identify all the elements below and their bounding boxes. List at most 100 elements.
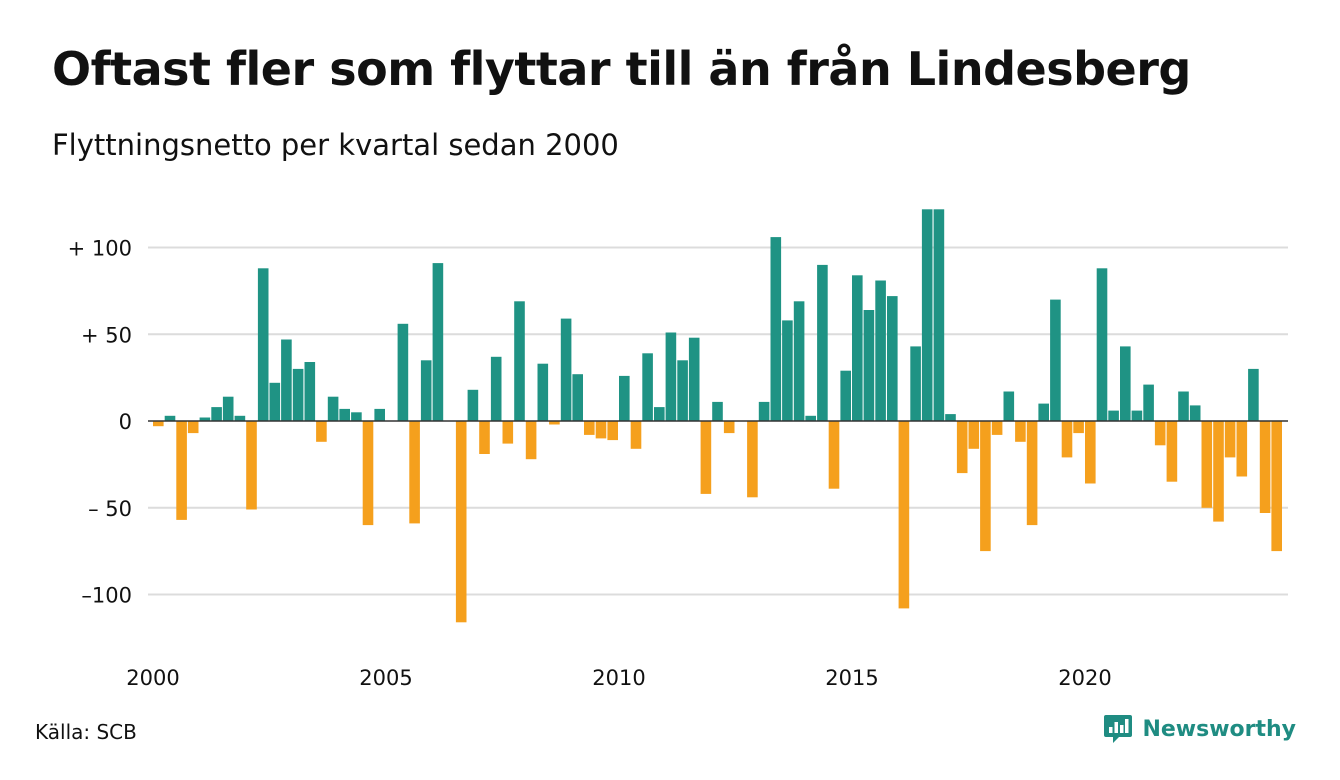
bar xyxy=(1015,421,1026,442)
bar xyxy=(176,421,187,520)
bar xyxy=(222,396,234,421)
bar xyxy=(1061,421,1073,458)
bar xyxy=(560,318,572,421)
bar xyxy=(339,408,350,421)
bar xyxy=(921,209,933,421)
bar xyxy=(549,421,560,425)
bar xyxy=(351,412,362,421)
bar xyxy=(956,421,968,474)
newsworthy-logo-icon xyxy=(1104,715,1133,743)
bar xyxy=(642,353,653,421)
bar xyxy=(537,363,549,421)
bar xyxy=(619,375,630,421)
bar xyxy=(432,263,444,421)
bar xyxy=(747,421,758,498)
bars xyxy=(153,209,1282,623)
bar xyxy=(1120,346,1131,421)
bar xyxy=(677,360,688,421)
chart-title: Oftast fler som flyttar till än från Lin… xyxy=(52,42,1191,96)
bar xyxy=(654,407,665,421)
bar xyxy=(980,421,991,552)
bar xyxy=(153,421,164,427)
y-tick-label: + 100 xyxy=(68,237,132,261)
bar xyxy=(1248,368,1259,421)
bar xyxy=(525,421,537,460)
bar xyxy=(304,362,316,421)
bar xyxy=(665,332,677,421)
x-axis-ticks: 2000 2005 2010 2015 2020 xyxy=(126,666,1111,690)
bar xyxy=(479,421,490,454)
source-note: Källa: SCB xyxy=(35,720,137,744)
bar xyxy=(991,421,1003,435)
bar xyxy=(887,296,898,421)
bar xyxy=(1038,403,1049,421)
bar xyxy=(875,280,886,421)
bar xyxy=(595,421,607,439)
bar xyxy=(234,415,246,421)
bar xyxy=(211,407,222,421)
bar xyxy=(374,408,385,421)
bar xyxy=(817,264,828,422)
bar xyxy=(933,209,945,421)
bar xyxy=(187,421,199,434)
bar xyxy=(910,346,921,421)
bar xyxy=(467,389,479,421)
bar xyxy=(793,301,805,421)
bar xyxy=(490,356,502,421)
bar xyxy=(1154,421,1166,446)
bar xyxy=(968,421,980,449)
x-tick-label: 2005 xyxy=(359,666,412,690)
x-tick-label: 2000 xyxy=(126,666,179,690)
bar xyxy=(269,382,281,421)
bar xyxy=(712,401,723,421)
bar xyxy=(409,421,420,524)
y-tick-label: + 50 xyxy=(81,323,132,347)
bar xyxy=(572,374,583,421)
bar xyxy=(1271,421,1282,552)
y-tick-label: 0 xyxy=(119,410,132,434)
bar xyxy=(1259,421,1271,513)
bar xyxy=(502,421,514,444)
bar xyxy=(199,417,211,421)
chart-subtitle: Flyttningsnetto per kvartal sedan 2000 xyxy=(52,128,619,162)
bar xyxy=(1026,421,1038,526)
bar xyxy=(316,421,327,442)
bar-chart: + 100 + 50 0 – 50 –100 2000 2005 2010 2015 2020 xyxy=(68,209,1288,690)
bar xyxy=(1166,421,1178,482)
bar xyxy=(164,415,176,421)
bar xyxy=(1236,421,1248,477)
bar xyxy=(1213,421,1224,522)
bar xyxy=(1003,391,1015,421)
bar xyxy=(1096,268,1108,421)
bar xyxy=(840,370,851,421)
bar xyxy=(782,320,793,421)
bar xyxy=(945,414,956,421)
x-tick-label: 2015 xyxy=(825,666,878,690)
bar xyxy=(805,415,816,421)
bar xyxy=(1189,405,1201,421)
brand-name: Newsworthy xyxy=(1142,716,1296,742)
y-tick-label: –100 xyxy=(81,584,132,608)
bar xyxy=(281,339,292,421)
bar xyxy=(292,368,304,421)
bar xyxy=(723,421,735,434)
bar xyxy=(584,421,595,435)
bar xyxy=(246,421,257,510)
bar xyxy=(420,360,432,421)
bar xyxy=(455,421,467,623)
bar xyxy=(514,301,525,421)
bar xyxy=(607,421,618,441)
bar xyxy=(898,421,910,609)
bar xyxy=(1050,299,1061,422)
y-tick-label: – 50 xyxy=(88,497,132,521)
bar xyxy=(700,421,712,494)
brand-logo[interactable]: Newsworthy xyxy=(1103,713,1296,745)
bar xyxy=(688,337,700,421)
bar xyxy=(397,323,409,421)
bar xyxy=(630,421,642,449)
bar xyxy=(1108,410,1119,421)
bar xyxy=(1178,391,1189,421)
bar xyxy=(863,310,875,421)
bar xyxy=(1201,421,1213,508)
bar xyxy=(1073,421,1084,434)
